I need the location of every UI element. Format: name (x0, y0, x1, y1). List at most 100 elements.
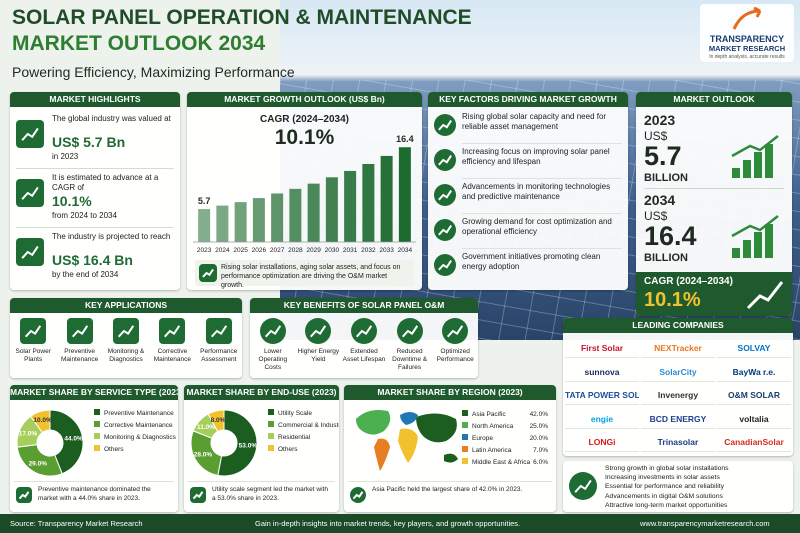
highlight-text: The global industry was valued at (52, 114, 171, 123)
slice-label: 10.0% (33, 417, 52, 424)
outlook-unit: BILLION (644, 252, 688, 264)
bar (362, 164, 375, 242)
outlook-unit: BILLION (644, 172, 688, 184)
company-name: sunnova (565, 362, 639, 382)
panel: MARKET SHARE BY SERVICE TYPE (2023) 44.0%… (10, 385, 178, 512)
icon-glyph (310, 325, 327, 338)
icon (16, 238, 44, 266)
slice-label: 11.0% (197, 424, 215, 431)
legend-label: Preventive Maintenance (104, 410, 174, 417)
logo-mark (732, 6, 762, 30)
icon-glyph (438, 190, 452, 201)
item-label: Higher Energy Yield (297, 348, 340, 363)
subtitle: Powering Efficiency, Maximizing Performa… (12, 64, 295, 80)
slice-label: 44.0% (64, 436, 83, 443)
company-name: First Solar (565, 338, 639, 358)
factor-text: Rising global solar capacity and need fo… (462, 112, 607, 131)
chart-note-box: Asia Pacific held the largest share of 4… (348, 481, 552, 508)
icon-bg (16, 179, 44, 207)
item-label: Monitoring & Diagnostics (107, 348, 145, 363)
company-name: voltalia (717, 409, 791, 429)
item-label: Solar Power Plants (15, 348, 51, 363)
donut-chart: 44.0% Preventive Maintenance 29.0% Correcti… (16, 409, 177, 477)
legend-swatch (94, 421, 100, 427)
x-tick-label: 2032 (361, 247, 376, 254)
logo-name: TRANSPARENCY (709, 34, 785, 44)
region-shape (374, 438, 390, 471)
separator (16, 168, 174, 169)
legend-label: Commercial & Industrial (278, 422, 339, 429)
x-tick-label: 2024 (215, 247, 230, 254)
icon-bg (569, 472, 597, 500)
legend-swatch (268, 433, 274, 439)
icon-bar (732, 168, 740, 178)
slice-label: 8.0% (211, 417, 226, 424)
icon-bar (754, 152, 762, 178)
company-name: SOLVAY (717, 338, 791, 358)
icon-glyph (192, 491, 204, 500)
region-shape (400, 412, 418, 425)
slice-label: 29.0% (29, 461, 48, 468)
legend-swatch (94, 409, 100, 415)
icon-bg (205, 318, 232, 344)
icon-glyph (21, 127, 39, 141)
highlight-value: US$ 16.4 Bn (52, 252, 133, 268)
panel: MARKET SHARE BY END-USE (2023) 53.0% Utili… (184, 385, 339, 512)
icon-glyph (25, 325, 42, 338)
bar (271, 193, 284, 242)
company-name: NEXTracker (641, 338, 715, 358)
panel-heading: MARKET SHARE BY END-USE (2023) (184, 385, 339, 400)
legend-label: Monitoring & Diagnostics (104, 434, 177, 441)
icon-bar (765, 144, 773, 178)
outlook-currency: US$ (644, 209, 668, 223)
bar (216, 205, 229, 242)
bar (289, 188, 302, 242)
bar (325, 177, 338, 242)
donut-slice (217, 409, 258, 477)
chart-annotation: 10.1% (274, 126, 335, 149)
legend-swatch (268, 421, 274, 427)
separator (644, 188, 784, 189)
logo: TRANSPARENCY MARKET RESEARCH In depth anal… (700, 4, 794, 62)
outlook-value: 16.4 (644, 221, 697, 251)
outlook-currency: US$ (644, 129, 668, 143)
icon-glyph (71, 325, 88, 338)
icon (434, 184, 456, 206)
icon-glyph (355, 325, 373, 338)
highlight-text: It is estimated to advance at a CAGR of (52, 173, 159, 192)
icon (350, 487, 366, 503)
panel-heading: MARKET SHARE BY REGION (2023) (344, 385, 556, 400)
donut-slice (190, 430, 223, 477)
icon-glyph (438, 120, 452, 131)
separator (462, 143, 622, 144)
legend-label: Utility Scale (278, 410, 312, 417)
outlook-year: 2023 (644, 112, 676, 128)
footer: Source: Transparency Market Research Gain… (0, 514, 800, 533)
separator (462, 213, 622, 214)
chart-note: Preventive maintenance dominated the mar… (38, 486, 151, 502)
legend-label: Europe (472, 435, 493, 442)
icon-glyph (21, 186, 39, 200)
icon-bar (743, 160, 751, 178)
icon-bg (305, 318, 332, 344)
bar (398, 147, 411, 242)
icon (396, 318, 423, 344)
x-tick-label: 2031 (343, 247, 358, 254)
legend-label: Asia Pacific (472, 411, 506, 418)
bar (198, 209, 211, 242)
title-line2: MARKET OUTLOOK 2034 (12, 32, 266, 55)
chart-note: Asia Pacific held the largest share of 4… (372, 486, 523, 493)
separator (462, 178, 622, 179)
x-tick-label: 2034 (398, 247, 413, 254)
legend-label: Latin America (472, 447, 512, 454)
icon-glyph (117, 325, 135, 338)
icon (305, 318, 332, 344)
panel-heading: LEADING COMPANIES (563, 318, 793, 333)
company-name: O&M SOLAR (717, 385, 791, 405)
x-tick-label: 2025 (233, 247, 248, 254)
icon-bar (765, 224, 773, 258)
footer-source: Source: Transparency Market Research (10, 519, 143, 528)
region-map: Asia Pacific 42.0% North America 25.0% Europ… (356, 410, 548, 471)
panel: MARKET OUTLOOK 2023 US$ 5.7 BILLION 2034 US$ 16… (636, 92, 792, 316)
